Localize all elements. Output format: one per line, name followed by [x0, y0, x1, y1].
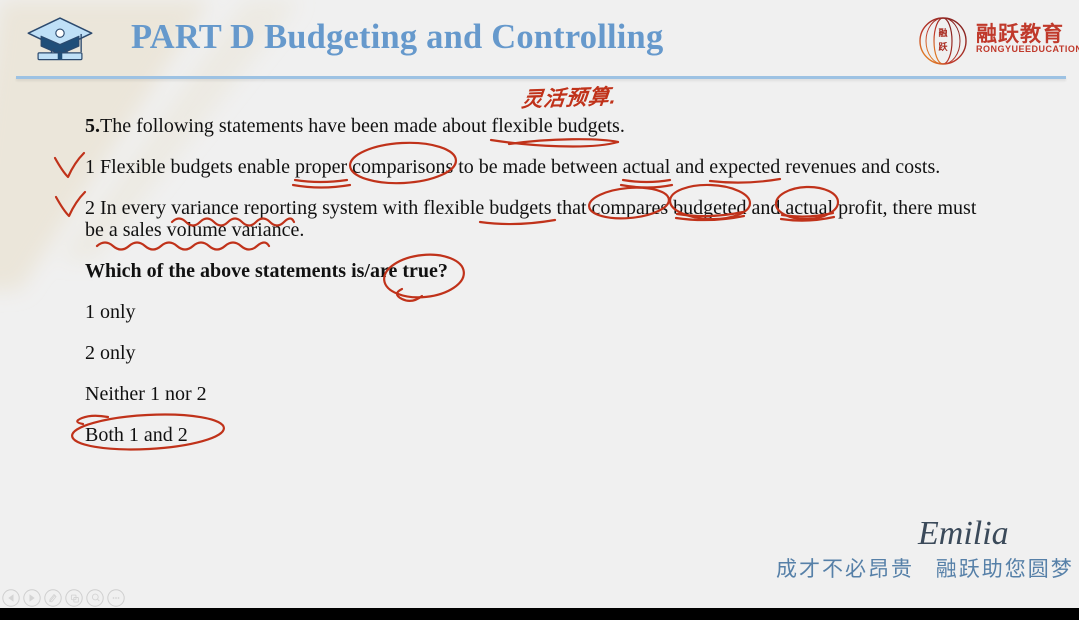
svg-text:融: 融 [938, 27, 947, 38]
svg-text:跃: 跃 [938, 41, 948, 52]
